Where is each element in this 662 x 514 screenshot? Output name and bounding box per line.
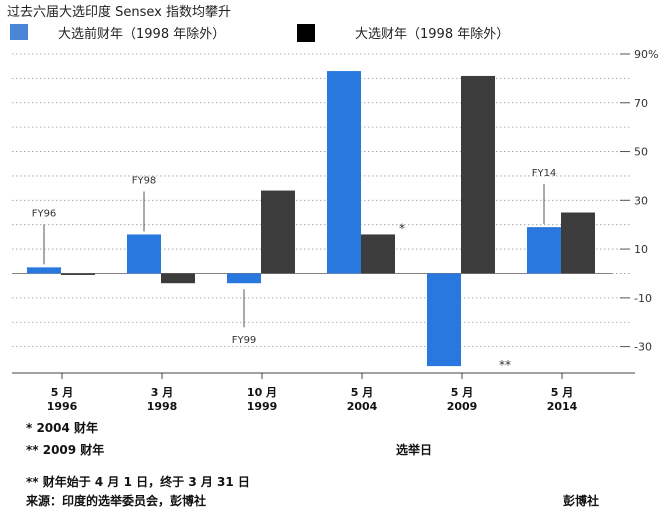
x-tick-label-month: 10 月	[247, 386, 277, 399]
y-tick-label: -10	[634, 292, 652, 305]
footnote-2009: ** 2009 财年	[26, 442, 104, 457]
bar-election-2009	[461, 75, 495, 274]
x-axis-label: 选举日	[396, 442, 432, 457]
y-tick-label: 70	[634, 97, 648, 110]
bars	[27, 71, 595, 367]
x-tick-label-month: 5 月	[51, 386, 73, 399]
x-tick-label-month: 3 月	[151, 386, 173, 399]
asterisk-marker: **	[499, 358, 511, 372]
bar-election-1998	[161, 273, 195, 284]
annotation-label: FY96	[32, 208, 57, 219]
y-tick-label: 50	[634, 146, 648, 159]
credit: 彭博社	[563, 493, 599, 508]
x-tick-label-year: 2009	[447, 400, 478, 413]
bar-election-1996	[61, 273, 95, 275]
x-tick-label-year: 1999	[247, 400, 278, 413]
annotation-label: FY99	[232, 335, 257, 346]
footnote-2004: * 2004 财年	[26, 420, 98, 435]
bar-pre-election-1999	[227, 273, 261, 284]
bar-pre-election-2004	[327, 71, 361, 274]
bar-pre-election-2014	[527, 227, 561, 274]
x-tick-label-month: 5 月	[351, 386, 373, 399]
bar-election-1999	[261, 190, 295, 274]
bar-pre-election-1996	[27, 267, 61, 274]
legend-swatch-pre-election	[10, 24, 28, 40]
legend-label-election: 大选财年（1998 年除外）	[355, 27, 509, 42]
legend: 大选前财年（1998 年除外） 大选财年（1998 年除外）	[10, 24, 509, 42]
annotation-label: FY14	[532, 168, 557, 179]
asterisk-marker: *	[399, 221, 405, 235]
x-tick-label-month: 5 月	[451, 386, 473, 399]
footnote-fiscal-year: ** 财年始于 4 月 1 日，终于 3 月 31 日	[26, 474, 250, 489]
x-tick-label-year: 1996	[47, 400, 78, 413]
bar-election-2014	[561, 212, 595, 274]
y-tick-label: -30	[634, 341, 652, 354]
grid	[12, 53, 632, 348]
annotation-label: FY98	[132, 175, 157, 186]
footnote-source: 来源：印度的选举委员会，彭博社	[25, 493, 206, 508]
y-tick-label: 90%	[634, 48, 658, 61]
chart-title: 过去六届大选印度 Sensex 指数均攀升	[7, 4, 231, 20]
x-tick-label-year: 1998	[147, 400, 178, 413]
bar-election-2004	[361, 234, 395, 274]
bar-pre-election-2009	[427, 273, 461, 367]
x-tick-label-year: 2004	[347, 400, 378, 413]
legend-swatch-election	[297, 24, 315, 42]
y-tick-label: 10	[634, 243, 648, 256]
x-tick-label-month: 5 月	[551, 386, 573, 399]
y-tick-label: 30	[634, 194, 648, 207]
x-tick-label-year: 2014	[547, 400, 578, 413]
legend-label-pre-election: 大选前财年（1998 年除外）	[58, 26, 225, 42]
bar-pre-election-1998	[127, 234, 161, 274]
y-axis: 90% 70 50 30 10 -10 -30	[620, 48, 658, 354]
